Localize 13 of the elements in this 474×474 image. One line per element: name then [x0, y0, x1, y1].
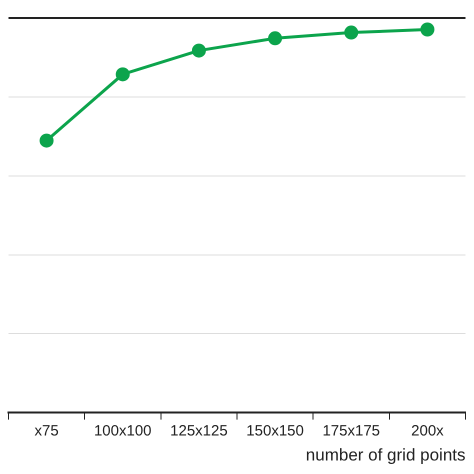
x-tick-label: 125x125: [170, 422, 228, 440]
x-tick-label: 150x150: [246, 422, 304, 440]
point: [420, 22, 434, 36]
x-tick-label: 100x100: [94, 422, 152, 440]
x-tick-label: 200x: [411, 422, 444, 440]
point: [40, 134, 54, 148]
x-axis-title: number of grid points: [306, 445, 466, 464]
point: [344, 26, 358, 40]
point: [268, 31, 282, 46]
x-tick-label: 175x175: [322, 422, 380, 440]
point: [192, 44, 206, 58]
point: [116, 67, 130, 82]
x-tick-label: x75: [34, 422, 59, 440]
